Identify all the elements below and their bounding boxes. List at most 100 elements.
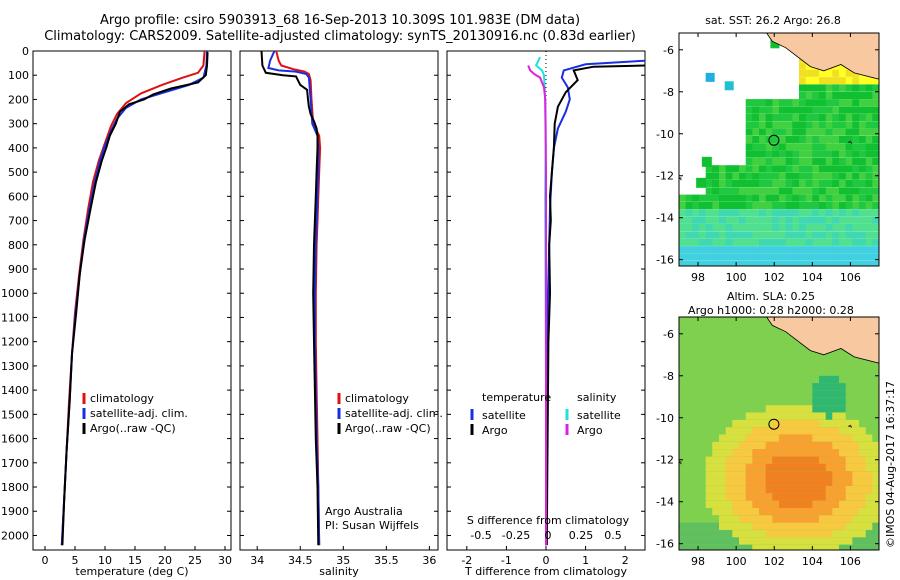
grid-cell [785,515,793,523]
grid-cell [845,231,853,239]
grid-cell [719,165,727,173]
grid-cell [785,486,793,494]
grid-cell [852,537,860,545]
grid-cell [739,522,747,530]
grid-cell [805,253,813,261]
grid-cell [872,99,879,107]
grid-cell [765,157,773,166]
grid-cell [865,216,873,224]
grid-cell [699,339,707,347]
grid-cell [765,368,773,376]
grid-cell [732,353,740,361]
grid-cell [865,522,873,530]
grid-cell [752,552,759,559]
grid-cell [765,441,773,450]
y-tick-label: 1400 [1,384,29,397]
grid-cell [812,486,820,494]
grid-cell [819,471,827,479]
grid-cell [745,202,753,210]
grid-cell [772,339,780,347]
grid-cell [805,209,813,217]
grid-cell [812,353,820,361]
grid-cell [765,397,773,405]
grid-cell [799,99,807,107]
grid-cell [852,441,860,450]
grid-cell [752,478,760,486]
grid-cell [792,397,800,405]
grid-cell [799,368,807,376]
grid-cell [805,434,813,442]
x-tick-label: 34.5 [288,554,313,567]
grid-cell [705,456,713,464]
grid-cell [839,165,847,173]
grid-cell [799,375,807,383]
grid-cell [865,143,873,151]
grid-cell [825,383,833,391]
grid-cell [845,537,853,545]
grid-cell [785,353,793,361]
grid-cell [699,209,707,217]
grid-cell [765,353,773,361]
map-title: Altim. SLA: 0.25 [727,290,815,303]
grid-cell [706,268,713,275]
series-line-temperature-argo [545,64,646,546]
grid-cell [679,463,687,472]
grid-cell [852,216,860,224]
panel-annotation: Argo Australia [325,505,403,518]
grid-cell [845,224,853,232]
grid-cell [792,375,800,383]
y-tick-label: 1300 [1,360,29,373]
grid-cell [712,397,720,405]
grid-cell [799,91,807,99]
grid-cell [705,216,713,224]
grid-cell [852,128,860,136]
grid-cell [832,552,839,559]
grid-cell [805,478,813,486]
grid-cell [779,508,787,516]
grid-cell [872,157,879,166]
grid-cell [779,224,787,232]
grid-cell [725,434,733,442]
y-tick-label: -16 [656,538,674,551]
x-tick-label: 1 [582,554,589,567]
grid-cell [819,113,827,121]
grid-cell [819,478,827,486]
grid-cell [679,537,687,545]
grid-cell [819,353,827,361]
grid-cell [812,412,820,420]
grid-cell [792,441,800,450]
grid-cell [772,113,780,121]
grid-cell [739,486,747,494]
grid-cell [825,412,833,420]
grid-cell [705,72,715,82]
grid-cell [805,224,813,232]
grid-cell [852,434,860,442]
grid-cell [805,456,813,464]
grid-cell [685,231,693,239]
grid-cell [745,106,753,114]
y-tick-label: 400 [8,142,29,155]
grid-cell [772,530,780,538]
grid-cell [825,202,833,210]
grid-cell [799,537,807,545]
grid-cell [812,397,820,405]
grid-cell [826,268,833,275]
grid-cell [852,500,860,508]
grid-cell [812,434,820,442]
grid-cell [719,522,727,530]
grid-cell [799,246,807,254]
grid-cell [872,268,879,275]
grid-cell [845,143,853,151]
grid-cell [792,544,800,550]
grid-cell [865,449,873,457]
x-tick-label: 104 [802,271,823,284]
grid-cell [845,471,853,479]
grid-cell [719,471,727,479]
grid-cell [859,91,867,99]
grid-cell [799,113,807,121]
grid-cell [879,332,886,339]
y-tick-label: 1500 [1,408,29,421]
grid-cell [819,486,827,494]
grid-cell [872,486,879,494]
grid-cell [752,238,760,246]
